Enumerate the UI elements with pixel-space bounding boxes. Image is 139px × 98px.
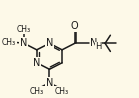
Text: N: N: [46, 38, 53, 48]
Text: N: N: [46, 78, 53, 88]
Text: CH₃: CH₃: [30, 87, 44, 96]
Text: CH₃: CH₃: [55, 87, 69, 96]
Text: N: N: [90, 38, 98, 48]
Text: N: N: [33, 58, 40, 68]
Text: CH₃: CH₃: [17, 24, 31, 34]
Text: H: H: [95, 42, 101, 51]
Text: CH₃: CH₃: [2, 38, 16, 47]
Text: N: N: [20, 38, 27, 48]
Text: O: O: [71, 21, 79, 31]
